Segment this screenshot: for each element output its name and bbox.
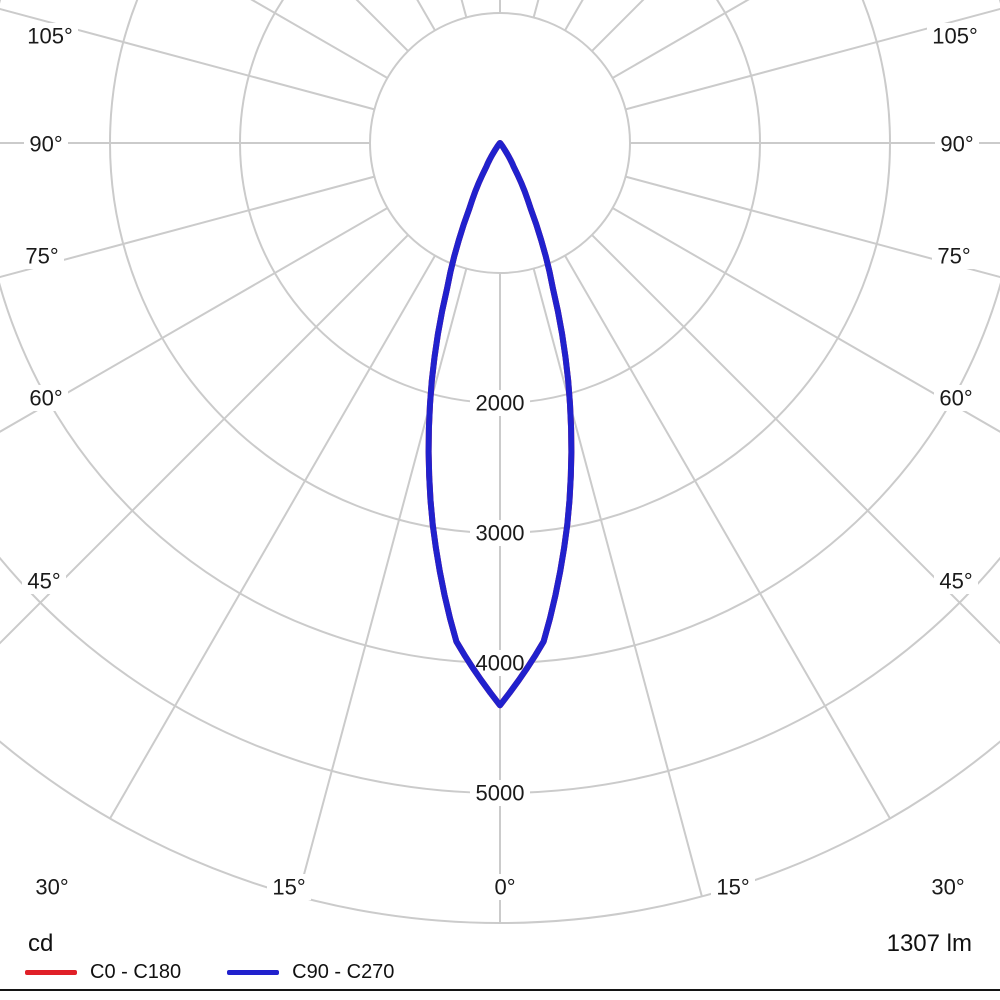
svg-text:4000: 4000 <box>476 651 525 676</box>
svg-text:30°: 30° <box>35 875 68 900</box>
svg-text:5000: 5000 <box>476 781 525 806</box>
svg-text:0°: 0° <box>494 875 515 900</box>
svg-text:75°: 75° <box>937 244 970 269</box>
svg-text:2000: 2000 <box>476 391 525 416</box>
svg-text:105°: 105° <box>27 24 73 49</box>
legend-label-c0-c180: C0 - C180 <box>90 961 182 983</box>
svg-text:105°: 105° <box>932 24 978 49</box>
svg-text:90°: 90° <box>940 132 973 157</box>
svg-text:45°: 45° <box>939 569 972 594</box>
svg-text:60°: 60° <box>939 386 972 411</box>
svg-text:15°: 15° <box>272 875 305 900</box>
legend-item-c90-c270: C90 - C270 <box>227 961 394 984</box>
legend: C0 - C180 C90 - C270 <box>25 961 394 984</box>
legend-swatch-c90-c270 <box>227 970 280 975</box>
svg-text:45°: 45° <box>27 569 60 594</box>
bottom-border <box>0 989 1000 991</box>
unit-label: cd <box>28 930 54 957</box>
svg-text:30°: 30° <box>931 875 964 900</box>
svg-text:75°: 75° <box>25 244 58 269</box>
legend-item-c0-c180: C0 - C180 <box>25 961 181 984</box>
flux-label: 1307 lm <box>886 930 972 957</box>
legend-label-c90-c270: C90 - C270 <box>292 961 395 983</box>
footer: cd 1307 lm <box>0 930 1000 958</box>
svg-text:90°: 90° <box>29 132 62 157</box>
legend-swatch-c0-c180 <box>25 970 77 975</box>
svg-text:15°: 15° <box>716 875 749 900</box>
svg-text:60°: 60° <box>29 386 62 411</box>
svg-text:3000: 3000 <box>476 521 525 546</box>
